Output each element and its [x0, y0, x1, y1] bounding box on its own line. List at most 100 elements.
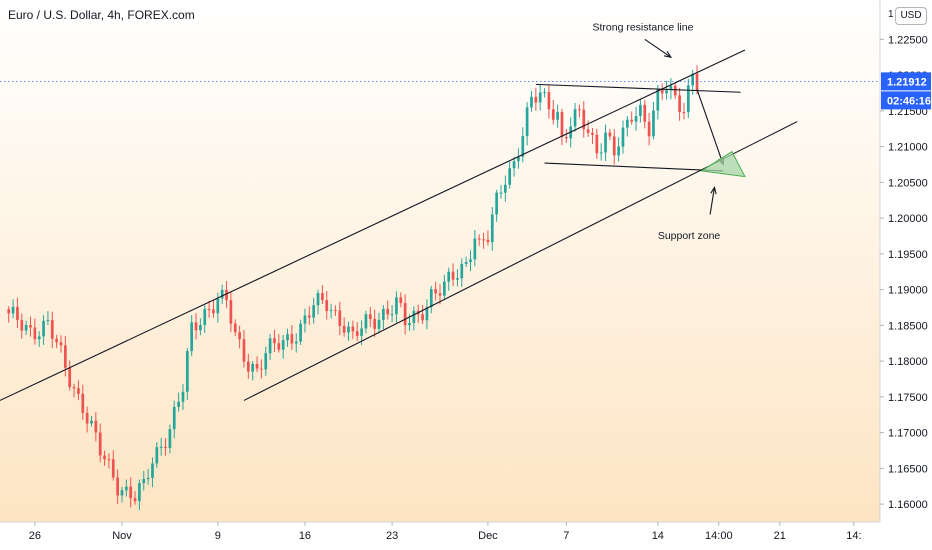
candle-body: [521, 136, 525, 157]
candle-body: [643, 104, 647, 122]
candle-body: [682, 112, 686, 114]
candle-body: [277, 343, 281, 350]
candle-body: [469, 259, 472, 263]
candle-body: [33, 327, 37, 340]
candle-body: [159, 446, 163, 448]
candle-body: [242, 339, 246, 362]
candle-body: [495, 192, 498, 215]
annotation-support: Support zone: [658, 230, 721, 242]
price-tick-label: 1.18500: [888, 320, 928, 332]
currency-selector[interactable]: USD: [895, 7, 927, 25]
candle-body: [482, 239, 485, 241]
candle-body: [307, 315, 311, 318]
candle-body: [181, 391, 185, 402]
candle-body: [355, 331, 359, 336]
candle-body: [517, 156, 520, 162]
candle-body: [98, 432, 102, 456]
candle-body: [695, 73, 699, 91]
candle-body: [220, 289, 224, 299]
candle-body: [604, 132, 607, 153]
candle-body: [303, 315, 307, 324]
candle-body: [190, 322, 194, 352]
candle-body: [124, 486, 128, 491]
candle-body: [612, 136, 616, 156]
candle-body: [443, 281, 446, 296]
candle-body: [669, 85, 673, 91]
candle-body: [438, 293, 442, 296]
candle-body: [20, 320, 24, 331]
price-tick-label: 1.17500: [888, 392, 928, 404]
time-tick-label: 7: [563, 530, 569, 542]
candle-body: [686, 85, 690, 113]
time-tick-label: 23: [386, 530, 398, 542]
candle-body: [625, 119, 629, 128]
candle-body: [573, 109, 577, 127]
trendline-support-pointer[interactable]: [709, 187, 715, 215]
candle-body: [503, 184, 507, 193]
candle-body: [678, 95, 681, 113]
annotation-resistance: Strong resistance line: [592, 22, 693, 34]
price-tick-label: 1.18000: [888, 356, 928, 368]
candle-body: [382, 308, 385, 320]
price-tick-label: 1.19500: [888, 249, 928, 261]
time-tick-label: Nov: [112, 530, 132, 542]
candle-body: [691, 73, 695, 86]
trendline-upper-channel[interactable]: [0, 49, 746, 401]
candle-body: [342, 325, 346, 333]
candle-body: [451, 271, 455, 280]
candle-body: [530, 96, 533, 108]
candle-body: [11, 306, 15, 314]
candle-body: [268, 338, 272, 354]
candle-body: [29, 325, 32, 328]
support-zone-triangle[interactable]: [699, 150, 746, 178]
candle-body: [107, 459, 111, 461]
candle-body: [617, 146, 620, 156]
candle-body: [233, 323, 237, 333]
candle-body: [338, 310, 342, 326]
candle-body: [264, 353, 268, 370]
candle-body: [560, 112, 564, 137]
candle-body: [90, 420, 93, 424]
candle-body: [586, 129, 590, 133]
candle-body: [647, 121, 651, 137]
price-tick-label: 1.22500: [888, 34, 928, 46]
candle-body: [77, 388, 80, 394]
candle-body: [260, 368, 263, 370]
candle-body: [246, 361, 250, 372]
candle-body: [477, 238, 481, 240]
candle-body: [373, 319, 377, 329]
candle-body: [634, 116, 638, 122]
candle-body: [599, 152, 603, 154]
candle-body: [103, 455, 106, 460]
trendline-resistance-pointer[interactable]: [644, 38, 672, 58]
candle-body: [490, 214, 494, 243]
candle-body: [403, 303, 407, 326]
candle-body: [334, 310, 337, 312]
axis-menu-chevron[interactable]: 1: [888, 9, 894, 20]
candle-body: [464, 262, 468, 264]
trendline-projection-arrow[interactable]: [696, 89, 724, 165]
candle-body: [395, 297, 398, 315]
time-tick-label: 9: [215, 530, 221, 542]
candle-body: [652, 110, 655, 137]
candle-body: [281, 340, 285, 350]
candle-body: [316, 293, 320, 306]
candle-body: [425, 307, 429, 321]
price-tick-label: 1.16500: [888, 463, 928, 475]
last-price-badge[interactable]: [881, 72, 931, 91]
trendline-range-bottom[interactable]: [544, 162, 724, 172]
candle-body: [473, 238, 477, 260]
trendline-range-top[interactable]: [535, 83, 741, 93]
candle-body: [399, 297, 403, 304]
candle-body: [456, 278, 459, 280]
candle-body: [351, 326, 355, 332]
candle-body: [329, 310, 333, 312]
candle-body: [312, 305, 316, 318]
candle-body: [129, 486, 133, 499]
price-tick-label: 1.21000: [888, 142, 928, 154]
candle-body: [630, 119, 634, 122]
candle-body: [525, 107, 529, 137]
candle-body: [377, 319, 381, 329]
